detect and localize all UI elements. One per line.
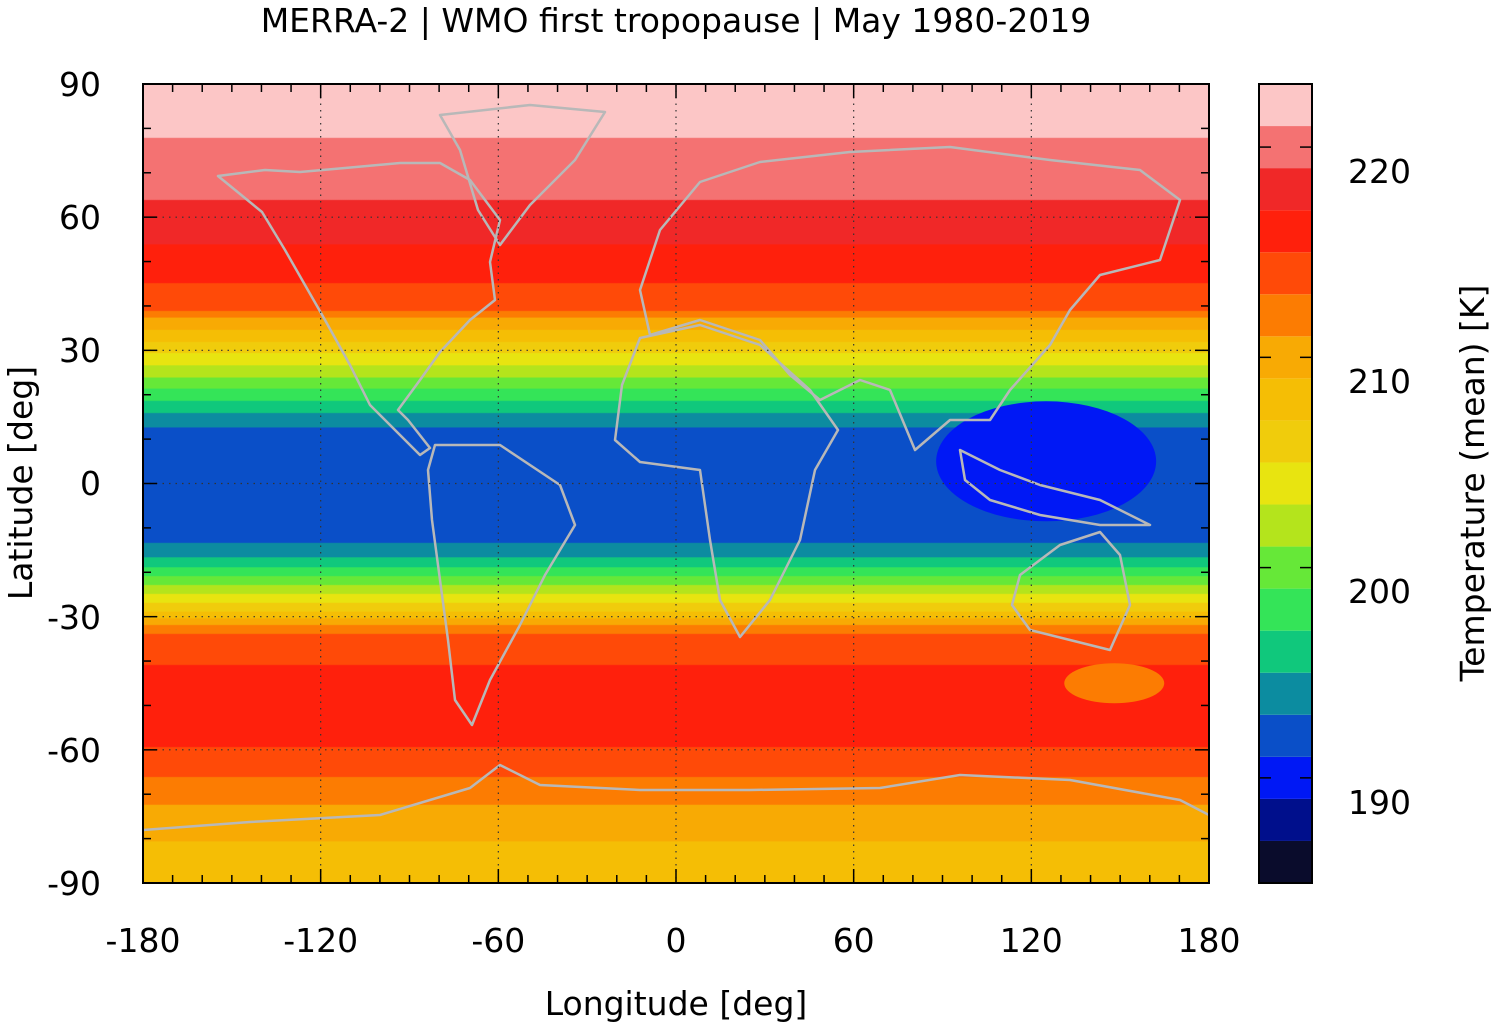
coastline-antarctica: [143, 763, 1209, 832]
x-tick-label: -60: [471, 921, 525, 960]
x-tick-label: -120: [283, 921, 358, 960]
y-tick-label: 0: [80, 464, 101, 503]
colorbar-level: [1259, 840, 1312, 883]
chart-title: MERRA-2 | WMO first tropopause | May 198…: [261, 1, 1092, 40]
coastline-greenland: [438, 103, 607, 247]
colorbar-level: [1259, 798, 1312, 841]
coastline-north-america: [216, 161, 502, 457]
coastline-south-america: [426, 443, 577, 727]
y-tick-label: 60: [59, 198, 101, 237]
colorbar-level: [1259, 378, 1312, 421]
colorbar-level: [1259, 462, 1312, 505]
y-tick-label: -60: [47, 731, 101, 770]
colorbar-ticks: [1259, 146, 1312, 779]
grid-lines: [143, 84, 1209, 883]
x-tick-label: -180: [106, 921, 181, 960]
coastline-maritime-continent: [958, 448, 1152, 527]
y-tick-label: -90: [47, 864, 101, 903]
colorbar-level: [1259, 420, 1312, 463]
regional-features: [936, 401, 1165, 704]
colorbar-level: [1259, 672, 1312, 715]
colorbar-levels: [1259, 84, 1312, 883]
y-tick-label: -30: [47, 598, 101, 637]
coastlines: [143, 103, 1209, 832]
colorbar-level: [1259, 504, 1312, 547]
x-tick-label: 120: [1000, 921, 1063, 960]
colorbar-level: [1259, 210, 1312, 253]
colorbar-tick-label: 210: [1348, 362, 1411, 401]
x-tick-label: 180: [1178, 921, 1241, 960]
colorbar-level: [1259, 630, 1312, 673]
colorbar-level: [1259, 588, 1312, 631]
coastline-australia: [1010, 530, 1132, 652]
colorbar-level: [1259, 168, 1312, 211]
colorbar-tick-label: 220: [1348, 152, 1411, 191]
colorbar-frame: [1258, 83, 1313, 884]
x-tick-labels: -180 -120 -60 0 60 120 180: [106, 921, 1241, 960]
y-tick-label: 30: [59, 331, 101, 370]
coastline-africa: [613, 323, 840, 639]
colorbar-level: [1259, 252, 1312, 295]
x-axis-label: Longitude [deg]: [545, 984, 808, 1023]
coastline-europe-asia: [638, 145, 1182, 452]
minor-ticks: [143, 84, 1209, 883]
y-axis-label: Latitude [deg]: [1, 366, 40, 600]
colorbar-label: Temperature (mean) [K]: [1453, 285, 1492, 683]
colorbar-level: [1259, 294, 1312, 337]
colorbar-level: [1259, 84, 1312, 127]
y-tick-label: 90: [59, 65, 101, 104]
regional-feature: [1064, 663, 1165, 704]
plot-frame: [142, 83, 1210, 884]
colorbar-tick-label: 190: [1348, 783, 1411, 822]
x-tick-label: 60: [833, 921, 875, 960]
colorbar-tick-label: 200: [1348, 572, 1411, 611]
x-tick-label: 0: [666, 921, 687, 960]
regional-feature: [936, 401, 1157, 522]
y-tick-labels: 90 60 30 0 -30 -60 -90: [47, 65, 101, 903]
colorbar-level: [1259, 714, 1312, 757]
colorbar: 190 200 210 220 Temperature (mean) [K]: [1258, 83, 1492, 884]
